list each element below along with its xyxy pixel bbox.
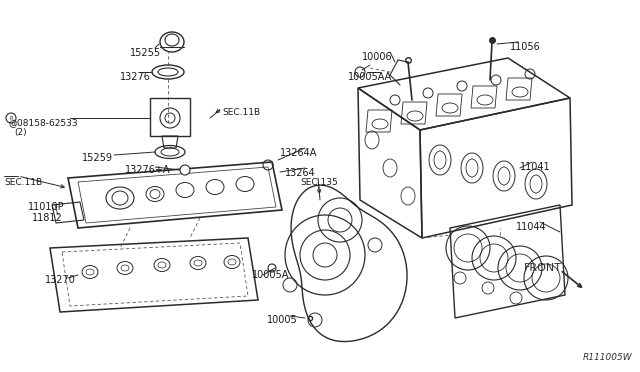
- Text: 13264A: 13264A: [280, 148, 317, 158]
- Text: FRONT: FRONT: [524, 263, 562, 273]
- Text: 10005A: 10005A: [252, 270, 289, 280]
- Text: 15255: 15255: [130, 48, 161, 58]
- Text: SEC.135: SEC.135: [300, 178, 338, 187]
- Text: 13264: 13264: [285, 168, 316, 178]
- Text: 11044: 11044: [516, 222, 547, 232]
- Text: 11041: 11041: [520, 162, 550, 172]
- Text: (2): (2): [14, 128, 27, 137]
- Text: 15259: 15259: [82, 153, 113, 163]
- Text: 10005: 10005: [267, 315, 298, 325]
- Text: 13270: 13270: [45, 275, 76, 285]
- Text: 11010P: 11010P: [28, 202, 65, 212]
- Text: @08158-62533: @08158-62533: [8, 118, 77, 127]
- Text: SEC.11B: SEC.11B: [222, 108, 260, 117]
- Text: 10006: 10006: [362, 52, 392, 62]
- Text: SEC.11B: SEC.11B: [4, 178, 42, 187]
- Text: 10005AA: 10005AA: [348, 72, 392, 82]
- Text: R: R: [9, 115, 13, 121]
- Circle shape: [180, 165, 190, 175]
- Text: 11056: 11056: [510, 42, 541, 52]
- Text: 11812: 11812: [32, 213, 63, 223]
- Text: 13276: 13276: [120, 72, 151, 82]
- Text: R111005W: R111005W: [582, 353, 632, 362]
- Text: 13276+A: 13276+A: [125, 165, 170, 175]
